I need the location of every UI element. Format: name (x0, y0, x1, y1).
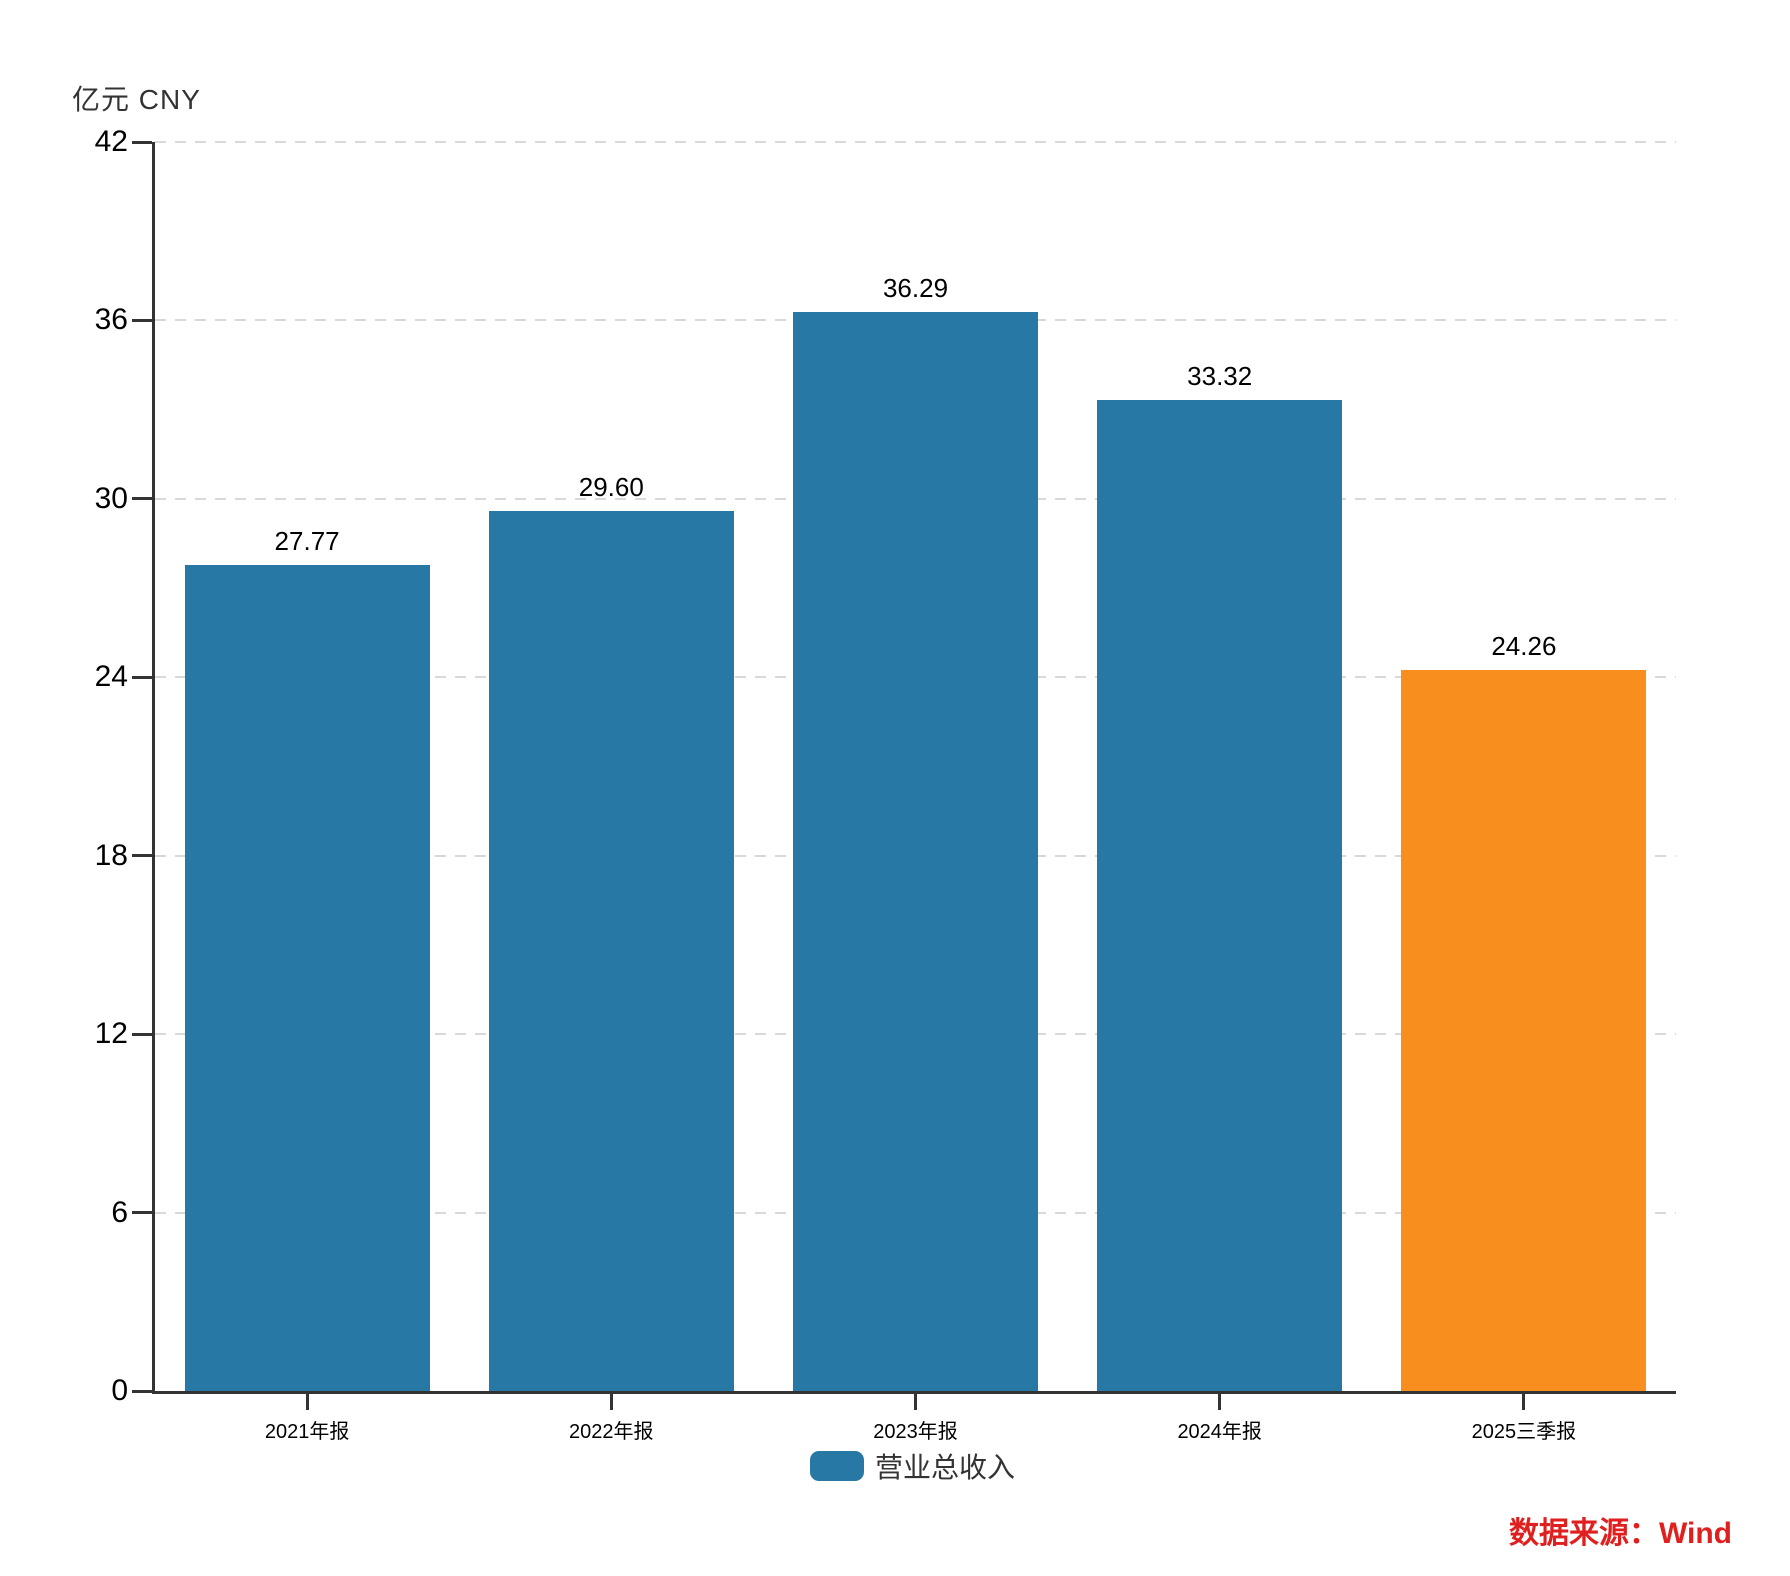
bar-value-label: 27.77 (274, 526, 340, 557)
y-axis-tick-6 (132, 1211, 152, 1215)
y-axis-tick-36 (132, 318, 152, 322)
bar-value-label: 24.26 (1491, 630, 1557, 661)
plot-area: 0 6 12 18 24 30 36 42 27.77 2021年报 29.60 2022年报 36.2… (95, 125, 1676, 1443)
legend-label: 营业总收入 (874, 1452, 1015, 1483)
y-axis-tick-12 (132, 1032, 152, 1036)
y-axis-tick-label-30: 30 (94, 481, 128, 515)
bar-2021年报[interactable] (184, 565, 430, 1391)
y-axis-tick-0 (132, 1389, 152, 1393)
bar-2022年报[interactable] (488, 510, 734, 1391)
bar-value-label: 36.29 (882, 272, 949, 303)
y-axis-tick-label-42: 42 (94, 125, 128, 158)
y-axis-tick-label-6: 6 (111, 1195, 128, 1229)
x-axis-label: 2021年报 (264, 1421, 350, 1443)
y-axis-tick-30 (132, 497, 152, 501)
x-axis-tick (914, 1394, 917, 1410)
y-axis-tick-24 (132, 675, 152, 679)
y-axis-tick-label-24: 24 (94, 660, 128, 694)
y-axis-tick-42 (132, 140, 152, 144)
gridline-42 (155, 141, 1676, 143)
y-axis-tick-label-0: 0 (111, 1374, 128, 1407)
y-axis-title: 亿元 CNY (72, 84, 201, 115)
bar-2024年报[interactable] (1097, 400, 1343, 1391)
x-axis-tick (609, 1394, 613, 1410)
bar-value-label: 29.60 (578, 471, 644, 502)
legend[interactable]: 营业总收入 (152, 1446, 1673, 1486)
data-source-label: 数据来源：Wind (1508, 1517, 1732, 1550)
x-axis-label: 2025三季报 (1471, 1421, 1577, 1443)
y-axis-tick-18 (132, 854, 152, 858)
x-axis-label: 2022年报 (569, 1421, 654, 1443)
x-axis-tick (1218, 1394, 1222, 1410)
y-axis-tick-label-18: 18 (94, 838, 128, 872)
legend-swatch-icon (809, 1451, 864, 1481)
x-axis-label: 2023年报 (873, 1421, 958, 1443)
x-axis-label: 2024年报 (1177, 1421, 1262, 1443)
bar-2023年报[interactable] (793, 311, 1038, 1391)
bar-2025三季报[interactable] (1401, 669, 1647, 1391)
x-axis-tick (305, 1394, 309, 1410)
y-axis-tick-label-36: 36 (94, 303, 128, 337)
y-axis-tick-label-12: 12 (94, 1017, 128, 1051)
x-axis-tick (1522, 1394, 1526, 1410)
bar-value-label: 33.32 (1187, 361, 1253, 392)
